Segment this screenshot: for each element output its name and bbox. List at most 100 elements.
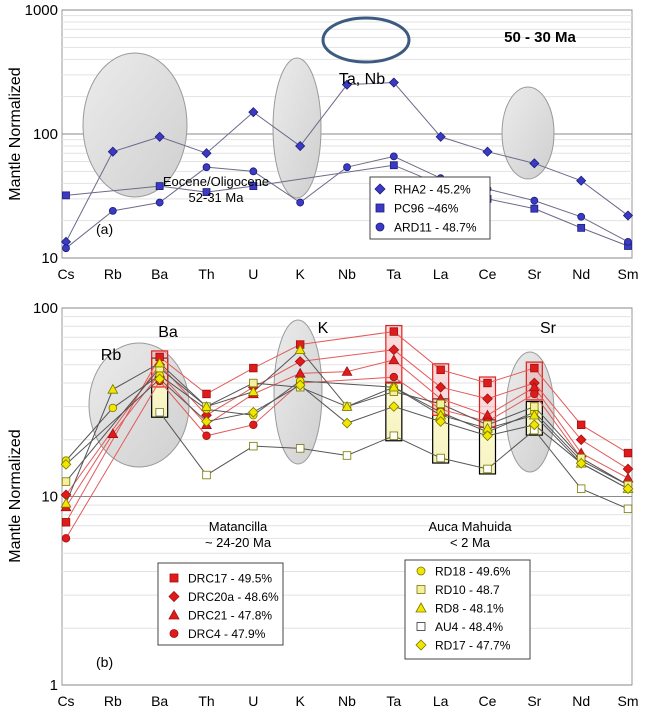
x-tick-label: U: [248, 693, 258, 709]
y-tick-label: 1000: [25, 2, 58, 19]
x-tick-label: Ba: [151, 266, 168, 282]
series-line: [65, 378, 629, 490]
ta-nb-ellipse: [321, 16, 411, 64]
x-tick-label: Cs: [57, 266, 74, 282]
data-point: [201, 400, 212, 411]
auca-age-label: < 2 Ma: [450, 535, 491, 550]
x-tick-label: La: [433, 693, 449, 709]
legend-marker: [416, 585, 426, 594]
legend-label: RHA2 - 45.2%: [394, 183, 471, 197]
series-line: [65, 374, 629, 486]
data-point: [341, 417, 353, 429]
x-tick-label: Sr: [527, 693, 541, 709]
x-tick-label: La: [433, 266, 449, 282]
data-point: [247, 386, 259, 396]
legend-label: DRC17 - 49.5%: [188, 572, 272, 586]
data-point: [623, 448, 633, 458]
data-point: [576, 484, 586, 493]
data-point: [61, 477, 71, 486]
data-point: [528, 409, 540, 420]
data-point: [483, 378, 492, 388]
sr-ellipse: [501, 86, 555, 180]
data-point: [623, 504, 633, 514]
legend-label: DRC21 - 47.8%: [188, 609, 272, 623]
y-tick-label: 100: [33, 300, 58, 317]
data-point: [202, 188, 211, 196]
data-point: [107, 146, 118, 157]
legend-label: DRC20a - 48.6%: [188, 590, 279, 604]
data-point: [576, 420, 586, 430]
data-point: [62, 244, 70, 253]
data-point: [388, 381, 400, 392]
data-point: [294, 379, 306, 391]
x-tick-label: Rb: [104, 693, 122, 709]
data-point: [482, 393, 493, 405]
ta-nb-label: Ta, Nb: [339, 71, 385, 88]
legend-label: RD10 - 48.7: [435, 583, 500, 597]
data-point: [201, 416, 212, 427]
matancilla-label: Matancilla: [209, 519, 268, 534]
panel-b-legend-matancilla: DRC17 - 49.5% DRC20a - 48.6% DRC21 - 47.8%…: [157, 562, 284, 646]
data-point: [575, 434, 587, 446]
panel-b-legend-auca: RD18 - 49.6% RD10 - 48.7 RD8 - 48.1% AU4 - …: [404, 559, 531, 660]
data-point: [247, 406, 259, 418]
panel-b-y-ticks: 1 10 100: [33, 300, 58, 694]
panel-a-title: 50 - 30 Ma: [504, 29, 576, 46]
x-tick-label: Ba: [151, 693, 168, 709]
data-point: [482, 146, 493, 157]
x-tick-label: Sm: [618, 693, 639, 709]
x-tick-label: Cs: [57, 693, 74, 709]
panel-a: 10 100 1000 Cs Rb Ba Th U K Nb Ta La Ce Sr Nd Sm Mantl…: [7, 2, 639, 282]
panel-b-series: [60, 327, 634, 543]
panel-a-letter: (a): [96, 221, 113, 237]
data-point: [530, 204, 539, 213]
data-point: [482, 430, 493, 442]
data-point: [577, 223, 586, 232]
x-tick-label: Sm: [618, 266, 639, 282]
group-label: Eocene/Oligocene: [163, 174, 269, 189]
x-tick-label: Nd: [572, 693, 590, 709]
data-point: [388, 77, 399, 88]
data-point: [575, 457, 587, 469]
legend-marker: [415, 602, 427, 613]
data-point: [389, 161, 398, 170]
k-label: K: [318, 320, 329, 337]
x-tick-label: Th: [198, 693, 214, 709]
data-point: [62, 191, 70, 200]
data-point: [389, 152, 398, 161]
data-point: [154, 357, 166, 368]
x-tick-label: Ce: [479, 693, 497, 709]
panel-b-letter: (b): [96, 654, 113, 670]
legend-label: RD8 - 48.1%: [435, 602, 504, 616]
data-point: [528, 419, 540, 431]
legend-label: RD17 - 47.7%: [435, 639, 511, 653]
data-point: [295, 140, 306, 152]
legend-marker: [168, 590, 180, 603]
legend-marker: [416, 566, 426, 576]
data-point: [154, 373, 166, 385]
y-tick-label: 10: [41, 250, 58, 267]
data-point: [435, 131, 446, 142]
data-point: [530, 389, 539, 399]
panel-a-y-label: Mantle Normalized: [7, 67, 24, 200]
data-point: [388, 401, 400, 412]
data-point: [108, 206, 117, 215]
data-point: [61, 534, 71, 543]
data-point: [249, 378, 258, 388]
x-tick-label: K: [295, 266, 305, 282]
data-point: [436, 453, 445, 463]
panel-a-highlight-ellipses: [82, 52, 555, 199]
rb-ba-ellipse: [82, 52, 188, 198]
legend-marker: [169, 629, 179, 638]
legend-marker: [415, 639, 427, 651]
x-tick-label: Nb: [338, 693, 356, 709]
data-point: [107, 428, 119, 439]
x-tick-label: Ta: [386, 266, 401, 282]
data-point: [249, 182, 258, 191]
data-point: [155, 198, 164, 207]
data-point: [576, 175, 587, 186]
data-point: [624, 237, 632, 246]
data-point: [248, 107, 259, 118]
auca-label: Auca Mahuida: [428, 519, 512, 534]
